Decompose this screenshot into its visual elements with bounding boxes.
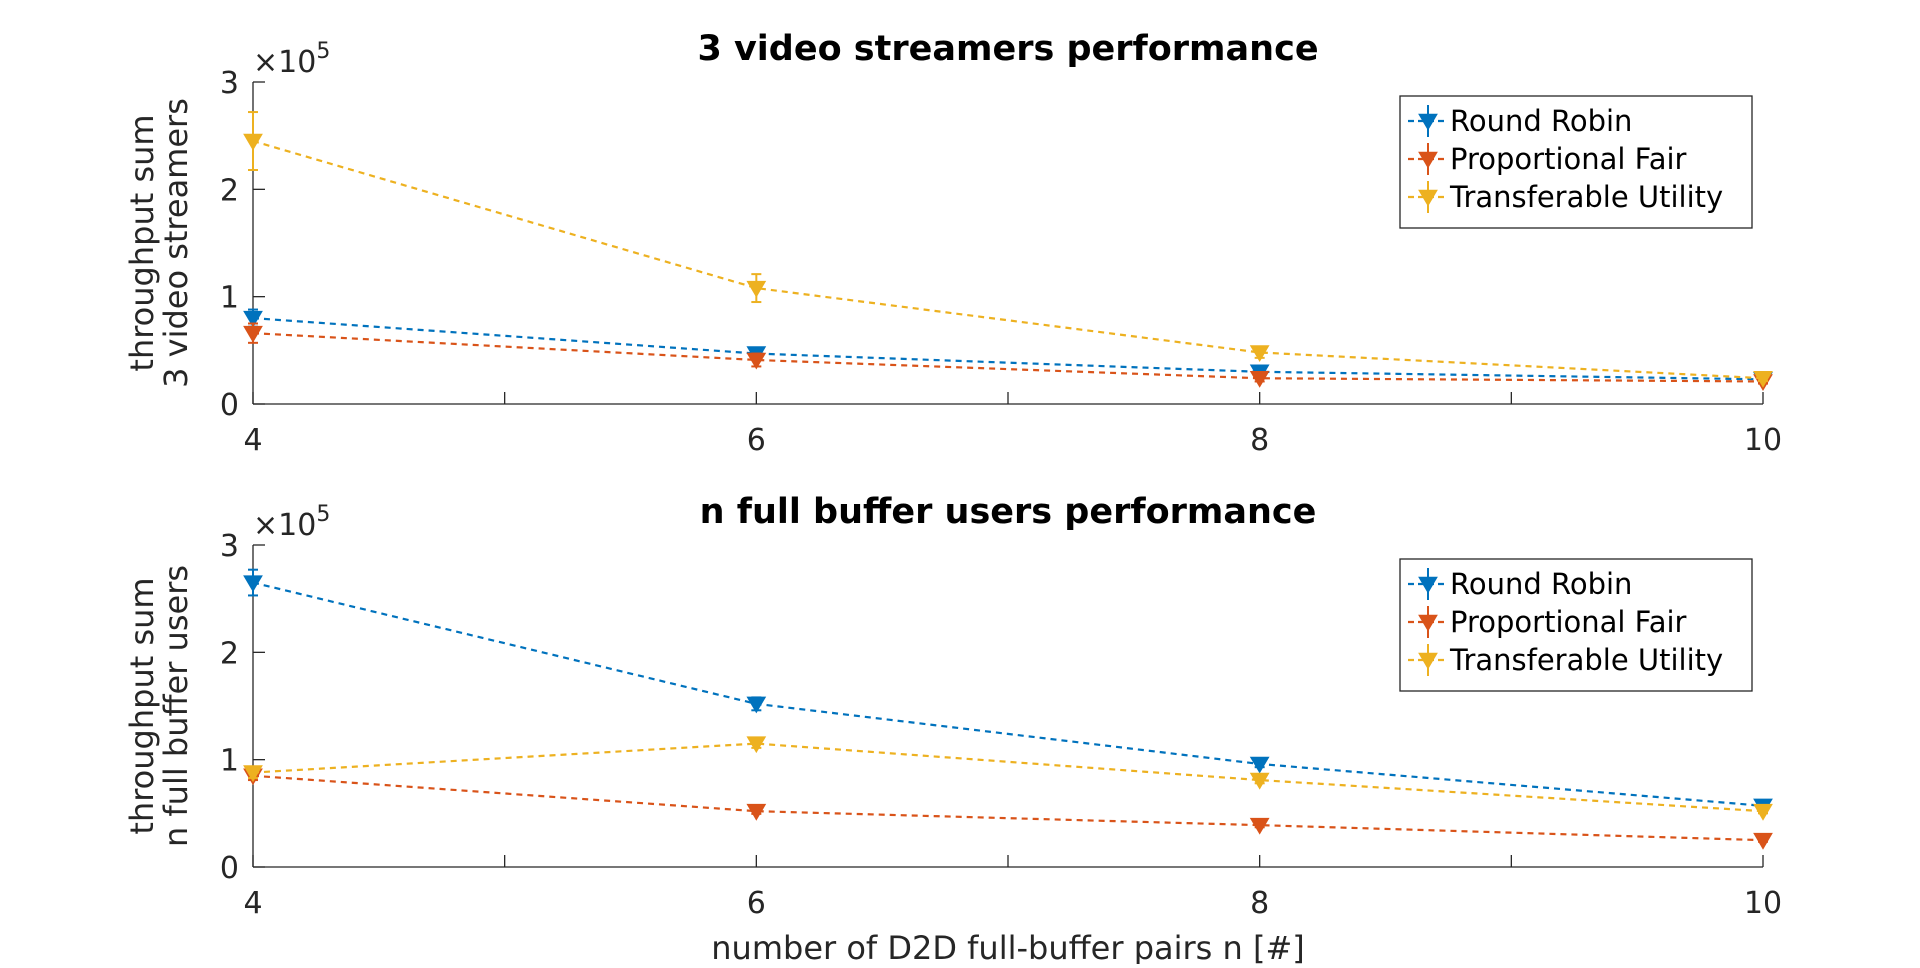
x-tick-label: 8 xyxy=(1250,886,1269,921)
data-point xyxy=(1753,832,1773,850)
data-point xyxy=(243,310,263,328)
y-tick-label: 0 xyxy=(220,388,239,423)
legend-marker xyxy=(1418,576,1438,594)
legend-box xyxy=(1399,95,1753,229)
data-point xyxy=(746,280,767,298)
series-line xyxy=(252,581,1764,807)
x-tick-label: 4 xyxy=(243,886,262,921)
data-point xyxy=(243,765,263,783)
series-round-robin xyxy=(243,308,1773,389)
legend-item: Round Robin xyxy=(1408,104,1632,138)
legend-label: Proportional Fair xyxy=(1450,605,1687,639)
legend-marker xyxy=(1418,652,1438,670)
y-exponent-base: ×10 xyxy=(253,45,316,80)
y-axis-label: throughput sum xyxy=(123,114,161,371)
legend-label: Round Robin xyxy=(1450,567,1632,601)
y-tick-label: 2 xyxy=(220,173,239,208)
y-exponent-label: ×105 xyxy=(253,502,330,543)
plot-title: 3 video streamers performance xyxy=(697,29,1318,69)
x-tick-label: 4 xyxy=(243,423,262,458)
legend-marker xyxy=(1418,189,1438,207)
data-point xyxy=(1753,803,1773,821)
plot-title: n full buffer users performance xyxy=(700,492,1317,532)
x-axis-label: number of D2D full-buffer pairs n [#] xyxy=(711,929,1304,964)
series-transferable-utility xyxy=(243,736,1773,821)
y-tick-label: 3 xyxy=(220,66,239,101)
data-point xyxy=(1249,370,1270,388)
y-tick-label: 2 xyxy=(220,636,239,671)
y-tick-label: 1 xyxy=(220,281,239,316)
y-exponent-power: 5 xyxy=(316,39,330,64)
data-point xyxy=(1249,756,1270,774)
data-point xyxy=(243,575,263,593)
y-tick-label: 3 xyxy=(220,529,239,564)
legend-item: Round Robin xyxy=(1408,567,1632,601)
series-line xyxy=(252,332,1764,383)
x-tick-label: 6 xyxy=(747,423,766,458)
legend-item: Transferable Utility xyxy=(1408,643,1723,677)
subplot-2: 4 6 8 10 0 1 2 3 ×105 n full buffer users perform… xyxy=(123,492,1782,967)
legend-item: Proportional Fair xyxy=(1408,142,1687,176)
x-tick-label: 8 xyxy=(1250,423,1269,458)
series-line xyxy=(252,742,1764,813)
y-axis-label: 3 video streamers xyxy=(157,98,195,388)
data-point xyxy=(1249,817,1270,835)
legend-box xyxy=(1399,558,1753,692)
y-axis-label: throughput sum xyxy=(123,577,161,834)
data-point xyxy=(746,736,767,754)
data-point xyxy=(243,325,263,343)
x-tick-label: 10 xyxy=(1744,886,1782,921)
data-point xyxy=(746,803,767,821)
y-axis-label: n full buffer users xyxy=(157,565,195,847)
y-exponent-base: ×10 xyxy=(253,508,316,543)
legend-marker xyxy=(1418,614,1438,632)
legend-marker xyxy=(1418,151,1438,169)
legend-label: Transferable Utility xyxy=(1449,643,1723,677)
data-point xyxy=(746,352,767,370)
data-point xyxy=(1249,345,1270,363)
x-tick-label: 6 xyxy=(747,886,766,921)
y-exponent-label: ×105 xyxy=(253,39,330,80)
y-tick-label: 1 xyxy=(220,744,239,779)
legend-marker xyxy=(1418,113,1438,131)
legend-item: Proportional Fair xyxy=(1408,605,1687,639)
legend-label: Proportional Fair xyxy=(1450,142,1687,176)
subplot-1: 4 6 8 10 0 1 2 3 ×105 3 video streamers performan… xyxy=(123,29,1782,458)
legend-label: Transferable Utility xyxy=(1449,180,1723,214)
data-point xyxy=(243,133,263,151)
y-exponent-power: 5 xyxy=(316,502,330,527)
series-line xyxy=(252,774,1764,842)
series-line xyxy=(252,317,1764,381)
x-tick-label: 10 xyxy=(1744,423,1782,458)
legend: Round Robin Proportional Fair Transferable… xyxy=(1399,95,1753,229)
legend: Round Robin Proportional Fair Transferable… xyxy=(1399,558,1753,692)
series-transferable-utility xyxy=(243,111,1773,388)
data-point xyxy=(746,696,767,714)
series-round-robin xyxy=(243,568,1773,816)
legend-item: Transferable Utility xyxy=(1408,180,1723,214)
data-point xyxy=(1249,772,1270,790)
legend-label: Round Robin xyxy=(1450,104,1632,138)
data-point xyxy=(1753,370,1773,388)
y-tick-label: 0 xyxy=(220,851,239,886)
series-proportional-fair xyxy=(243,768,1773,850)
